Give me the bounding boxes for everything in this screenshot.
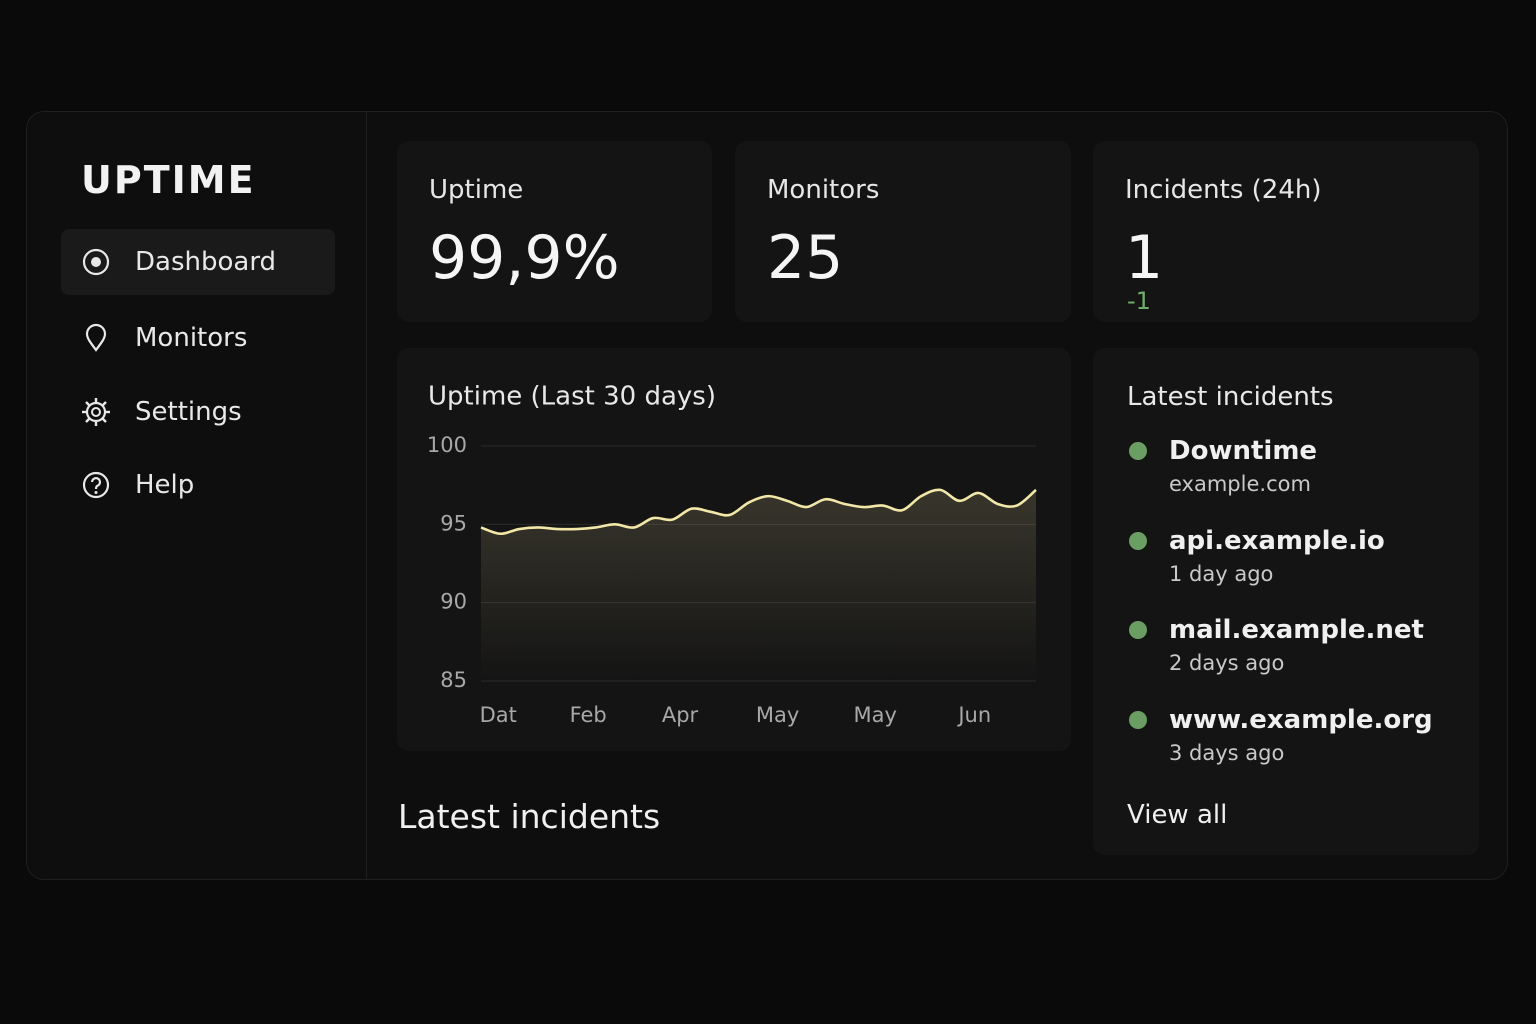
- y-tick-label: 90: [440, 590, 467, 614]
- stat-value: 99,9%: [429, 223, 620, 293]
- incident-title: mail.example.net: [1169, 615, 1424, 645]
- panel-title: Latest incidents: [1127, 382, 1334, 412]
- chart-card: Uptime (Last 30 days) 85 90 95 100 Dat Feb Apr…: [397, 348, 1071, 751]
- incident-subtitle: 3 days ago: [1169, 740, 1285, 765]
- incident-title: Downtime: [1169, 436, 1318, 466]
- nav-label: Dashboard: [135, 247, 277, 277]
- view-all-link[interactable]: View all: [1127, 800, 1228, 830]
- x-tick-label: May: [854, 703, 897, 727]
- y-tick-label: 100: [427, 433, 467, 457]
- incident-text: Downtime example.com: [1169, 436, 1317, 496]
- status-dot: [1129, 621, 1147, 639]
- brand: UPTIME: [81, 158, 256, 202]
- sidebar-divider: [366, 112, 367, 879]
- stat-label: Incidents (24h): [1125, 175, 1322, 205]
- stat-value: 25: [767, 223, 844, 293]
- stat-card: Incidents (24h) 1 -1: [1093, 141, 1479, 322]
- icon: [82, 471, 110, 499]
- chart: Uptime (Last 30 days) 85 90 95 100 Dat Feb Apr…: [427, 382, 1037, 727]
- status-dot: [1129, 442, 1147, 460]
- incident-text: mail.example.net 2 days ago: [1169, 615, 1424, 675]
- x-tick-label: May: [756, 703, 799, 727]
- line: [480, 488, 1037, 536]
- incident-item[interactable]: www.example.org 3 days ago: [1129, 705, 1433, 765]
- nav-label: Settings: [135, 397, 242, 427]
- incident-item[interactable]: mail.example.net 2 days ago: [1129, 615, 1424, 675]
- stat-label: Monitors: [767, 175, 880, 205]
- incident-title: www.example.org: [1169, 704, 1433, 735]
- y-tick-label: 85: [440, 668, 467, 692]
- x-tick-label: Jun: [956, 703, 991, 727]
- incident-text: api.example.io 1 day ago: [1169, 526, 1385, 586]
- incident-subtitle: 2 days ago: [1169, 651, 1285, 675]
- nav-item[interactable]: Monitors: [61, 305, 335, 371]
- nav-label: Help: [135, 470, 195, 500]
- x-tick-label: Apr: [662, 703, 699, 727]
- stat-label: Uptime: [429, 175, 524, 205]
- stat-card: Uptime 99,9%: [397, 141, 712, 322]
- stat-value: 1: [1125, 223, 1164, 293]
- area: [481, 489, 1036, 681]
- incident-text: www.example.org 3 days ago: [1169, 705, 1433, 765]
- incident-item[interactable]: api.example.io 1 day ago: [1129, 526, 1385, 586]
- nav-label: Monitors: [135, 323, 248, 353]
- y-tick-label: 95: [440, 511, 467, 535]
- stat-card: Monitors 25: [735, 141, 1071, 322]
- incident-subtitle: 1 day ago: [1169, 561, 1274, 586]
- x-tick-label: Dat: [480, 703, 517, 727]
- chart-title: Uptime (Last 30 days): [428, 382, 716, 412]
- icon: [82, 398, 110, 426]
- stat-delta: -1: [1127, 287, 1151, 315]
- nav-item[interactable]: Settings: [61, 379, 335, 445]
- x-tick-label: Feb: [570, 703, 607, 727]
- nav-item[interactable]: Dashboard: [61, 229, 335, 295]
- incident-item[interactable]: Downtime example.com: [1129, 436, 1317, 496]
- incidents-card: Latest incidents Downtime example.com api.…: [1093, 348, 1479, 855]
- section-title: Latest incidents: [398, 797, 661, 836]
- status-dot: [1129, 531, 1147, 550]
- icon: [82, 248, 110, 276]
- incident-title: api.example.io: [1169, 525, 1385, 556]
- status-dot: [1129, 710, 1147, 729]
- incident-subtitle: example.com: [1169, 472, 1311, 496]
- nav-item[interactable]: Help: [61, 452, 335, 518]
- icon: [85, 323, 107, 352]
